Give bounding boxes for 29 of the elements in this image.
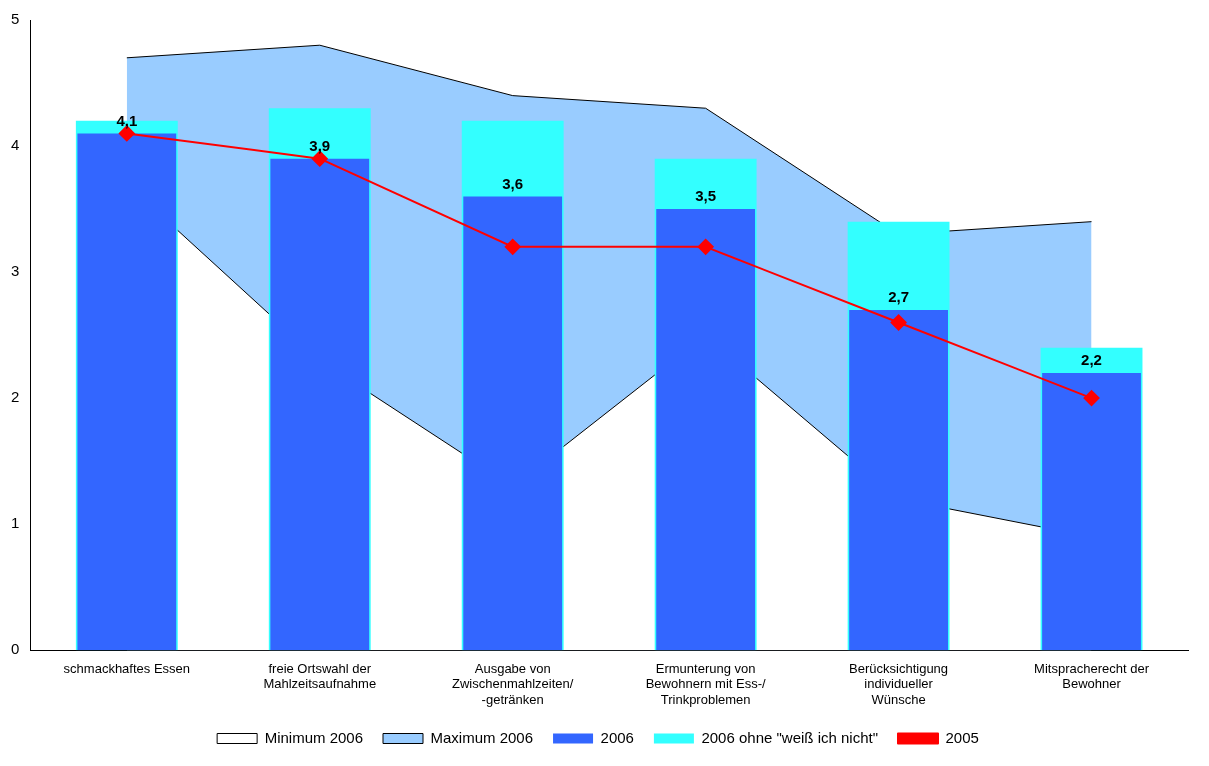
bar <box>463 196 563 651</box>
y-tick-label: 2 <box>11 388 20 406</box>
y-tick-label: 3 <box>11 262 20 280</box>
point <box>697 238 714 255</box>
legend-label: Maximum 2006 <box>430 728 534 746</box>
x-tick-label: Mitspracherecht der Bewohner <box>1034 660 1150 692</box>
bar <box>849 309 948 651</box>
x-tick-label: Ausgabe von Zwischenmahlzeiten/ -getränken <box>452 660 574 707</box>
x-tick-label: Berücksichtigung individueller Wünsche <box>849 660 949 707</box>
x-tick-label: schmackhaftes Essen <box>63 660 191 676</box>
x-tick-label: Ermunterung von Bewohnern mit Ess-/ Trinkproblemen <box>645 660 766 707</box>
data-label: 2,2 <box>1081 351 1102 369</box>
legend-label: 2006 <box>600 728 634 746</box>
legend-label: Minimum 2006 <box>264 728 364 746</box>
x-tick-label: freie Ortswahl der Mahlzeitsaufnahme <box>263 660 377 692</box>
data-label: 3,5 <box>695 187 717 205</box>
data-label: 4,1 <box>116 111 138 129</box>
legend-label: 2006 ohne "weiß ich nicht" <box>701 728 879 746</box>
point <box>1083 390 1100 407</box>
y-tick-label: 4 <box>11 136 20 154</box>
y-tick-label: 1 <box>11 514 20 532</box>
y-tick-label: 5 <box>11 10 20 28</box>
legend-label: 2005 <box>945 728 979 746</box>
data-label: 3,6 <box>502 174 524 192</box>
y-tick-label: 0 <box>11 640 20 658</box>
data-label: 2,7 <box>888 288 910 306</box>
point <box>890 314 907 331</box>
point <box>504 238 521 255</box>
data-label: 3,9 <box>309 136 331 154</box>
